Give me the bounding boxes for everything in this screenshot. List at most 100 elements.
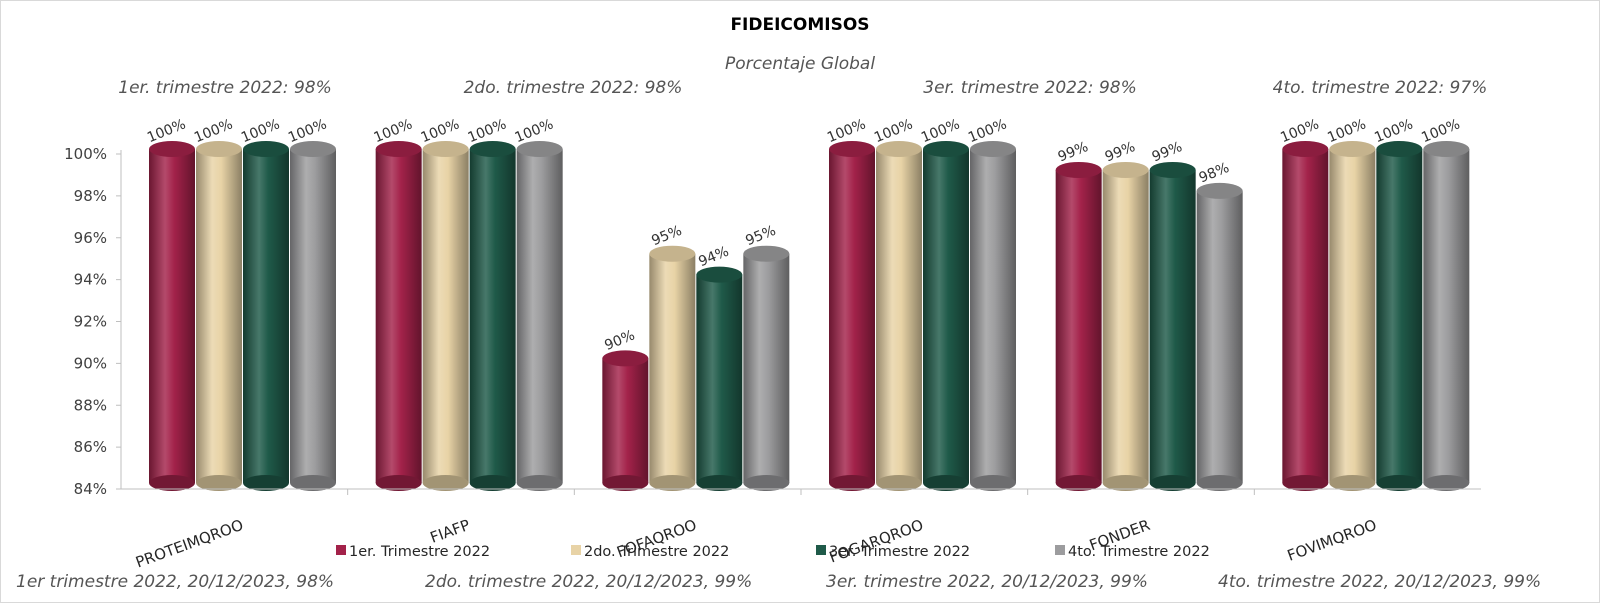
bar-base	[743, 475, 790, 491]
bar-base	[970, 475, 1016, 491]
bar-body	[1423, 149, 1470, 483]
top-annotations: 1er. trimestre 2022: 98% 2do. trimestre 2…	[118, 78, 1487, 98]
bar-body	[469, 149, 516, 483]
bar-cap	[649, 245, 696, 262]
bar-body	[649, 253, 696, 483]
bar	[290, 141, 336, 491]
bar-base	[1329, 475, 1376, 491]
bar-base	[469, 475, 516, 491]
bar-cap	[876, 141, 922, 157]
top-annotation: 2do. trimestre 2022: 98%	[464, 78, 683, 98]
bar-base	[422, 475, 469, 491]
bar-base	[696, 475, 743, 491]
bar-base	[1282, 475, 1329, 491]
bar-cap	[1196, 182, 1243, 199]
bar-cap	[422, 141, 469, 157]
bars: 100% 100% 100% 100% 100% 100% 100% 100%90%95%94…	[145, 116, 1470, 491]
legend-swatch	[816, 545, 826, 555]
legend-label: 4to. Trimestre 2022	[1068, 544, 1210, 560]
chart-title: FIDEICOMISOS	[730, 15, 869, 35]
bar-cap	[469, 141, 516, 157]
bar	[876, 141, 922, 491]
bar-body	[876, 149, 922, 483]
bar-base	[876, 475, 922, 491]
bottom-annotation: 4to. trimestre 2022, 20/12/2023, 99%	[1218, 572, 1541, 592]
bar-cap	[1329, 141, 1376, 157]
bar-body	[1055, 169, 1102, 483]
bottom-annotations: 1er trimestre 2022, 20/12/2023, 98% 2do. …	[16, 572, 1541, 592]
bar	[923, 141, 969, 491]
bar	[602, 350, 649, 491]
bar-base	[829, 475, 875, 491]
bar	[696, 266, 743, 491]
bar-cap	[602, 350, 649, 367]
bar-body	[602, 358, 649, 483]
bar-cap	[829, 141, 875, 157]
bar-cap	[1055, 161, 1102, 178]
bar	[1329, 141, 1376, 491]
bar-cap	[375, 141, 422, 157]
bar-cap	[1102, 161, 1149, 178]
bottom-annotation: 1er trimestre 2022, 20/12/2023, 98%	[16, 572, 334, 592]
bar-cap	[149, 141, 195, 157]
bar	[1149, 161, 1196, 491]
bar-body	[829, 149, 875, 483]
bar-cap	[743, 245, 790, 262]
bar	[1102, 161, 1149, 491]
bar-base	[290, 475, 336, 491]
bar-base	[1102, 475, 1149, 491]
bar-body	[1376, 149, 1423, 483]
bar-body	[149, 149, 195, 483]
bar	[1282, 141, 1329, 491]
bar-body	[196, 149, 242, 483]
top-annotation: 4to. trimestre 2022: 97%	[1273, 78, 1488, 98]
bar-base	[1423, 475, 1470, 491]
bar-base	[923, 475, 969, 491]
bar-body	[1196, 190, 1243, 483]
top-annotation: 1er. trimestre 2022: 98%	[118, 78, 331, 98]
bar-cap	[1149, 161, 1196, 178]
bar-base	[243, 475, 289, 491]
bar-body	[243, 149, 289, 483]
y-tick-label: 100%	[64, 145, 107, 163]
bar-body	[1282, 149, 1329, 483]
y-tick-label: 84%	[74, 480, 107, 498]
legend-swatch	[336, 545, 346, 555]
y-tick-label: 96%	[74, 229, 107, 247]
bar-base	[1149, 475, 1196, 491]
y-tick-label: 88%	[74, 396, 107, 414]
bar	[422, 141, 469, 491]
legend-swatch	[571, 545, 581, 555]
bar	[243, 141, 289, 491]
top-annotation: 3er. trimestre 2022: 98%	[923, 78, 1136, 98]
bar-cap	[243, 141, 289, 157]
legend-swatch	[1055, 545, 1065, 555]
bar-base	[1376, 475, 1423, 491]
bar	[1055, 161, 1102, 491]
bar	[829, 141, 875, 491]
bar	[149, 141, 195, 491]
bar	[649, 245, 696, 491]
bar-body	[422, 149, 469, 483]
bar-cap	[290, 141, 336, 157]
bar-body	[970, 149, 1016, 483]
y-tick-label: 92%	[74, 313, 107, 331]
y-tick-label: 94%	[74, 271, 107, 289]
bottom-annotation: 2do. trimestre 2022, 20/12/2023, 99%	[425, 572, 752, 592]
bar-body	[1102, 169, 1149, 483]
bar-cap	[196, 141, 242, 157]
bar-base	[149, 475, 195, 491]
bar-cap	[1282, 141, 1329, 157]
bar	[516, 141, 563, 491]
legend-label: 2do. Trimestre 2022	[584, 544, 729, 560]
bar-cap	[1376, 141, 1423, 157]
bar-base	[375, 475, 422, 491]
bar	[1196, 182, 1243, 491]
bar	[1376, 141, 1423, 491]
bar	[375, 141, 422, 491]
legend: 1er. Trimestre 2022 2do. Trimestre 2022 3e…	[336, 544, 1210, 560]
bar-base	[602, 475, 649, 491]
bar-body	[743, 253, 790, 483]
